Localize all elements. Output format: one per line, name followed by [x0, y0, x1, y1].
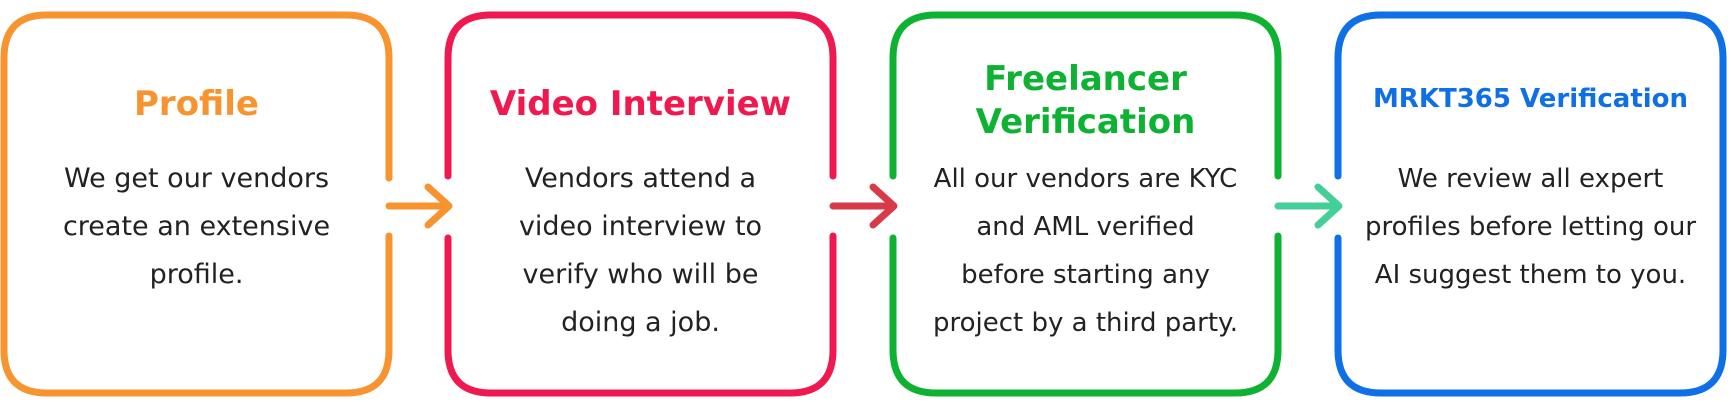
step-title-mrkt365-verification: MRKT365 Verification	[1338, 85, 1723, 114]
step-description-freelancer-verification: All our vendors are KYC and AML verified…	[893, 155, 1278, 347]
description-line: before starting any	[961, 260, 1210, 290]
description-line: Vendors attend a	[524, 163, 757, 194]
description-line: AI suggest them to you.	[1374, 260, 1687, 290]
description-line: We get our vendors	[63, 163, 330, 194]
step-box-profile	[0, 11, 393, 397]
arrow-right-icon	[1314, 183, 1343, 229]
step-box-mrkt365-verification	[1334, 11, 1727, 397]
step-description-mrkt365-verification: We review all expert profiles before let…	[1338, 155, 1723, 299]
step-title-line: Verification	[975, 102, 1196, 142]
step-title-video-interview: Video Interview	[448, 84, 833, 124]
description-line: create an extensive	[62, 211, 331, 242]
arrow-right-icon	[869, 183, 898, 229]
description-line: profiles before letting our	[1364, 212, 1697, 242]
step-title-line: Freelancer	[984, 59, 1187, 99]
step-title-profile: Profile	[4, 84, 389, 124]
step-title-freelancer-verification: Freelancer Verification	[893, 58, 1278, 144]
description-line: profile.	[149, 259, 244, 290]
step-description-profile: We get our vendors create an extensive p…	[4, 155, 389, 299]
description-line: All our vendors are KYC	[933, 164, 1238, 194]
step-title-line: Video Interview	[489, 84, 792, 124]
arrow-right-icon	[424, 183, 453, 229]
description-line: We review all expert	[1397, 164, 1664, 194]
description-line: project by a third party.	[932, 308, 1239, 338]
description-line: video interview to	[518, 211, 763, 242]
step-title-line: MRKT365 Verification	[1372, 84, 1689, 114]
description-line: verify who will be	[522, 259, 759, 290]
description-line: and AML verified	[976, 212, 1195, 242]
step-box-freelancer-verification	[889, 11, 1282, 397]
step-title-line: Profile	[134, 84, 259, 124]
step-description-video-interview: Vendors attend a video interview to veri…	[448, 155, 833, 347]
step-box-video-interview	[444, 11, 837, 397]
description-line: doing a job.	[561, 307, 720, 338]
